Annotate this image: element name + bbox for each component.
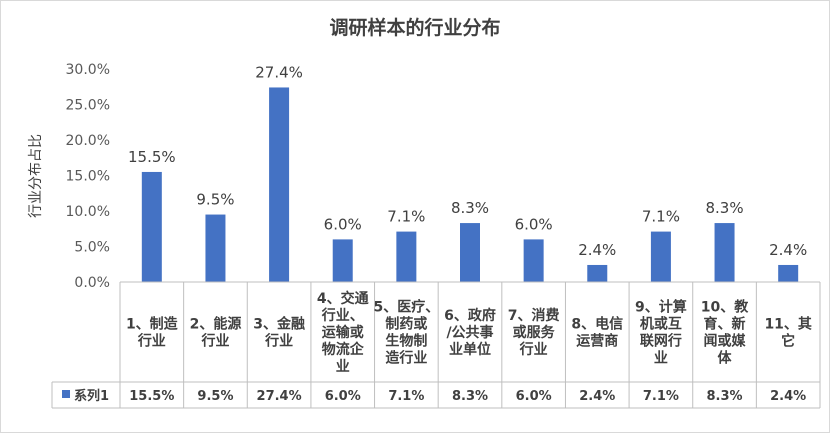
category-label: 或服务 (513, 324, 556, 341)
table-value: 15.5% (129, 389, 174, 404)
category-label: 育、新 (704, 316, 746, 333)
data-label: 27.4% (255, 63, 303, 81)
category-label: 它 (781, 333, 795, 350)
table-value: 2.4% (770, 389, 806, 404)
y-axis-label: 行业分布占比 (28, 134, 44, 218)
category-label: 3、金融 (253, 316, 305, 333)
data-label: 2.4% (578, 241, 616, 259)
data-labels: 15.5% 9.5% 27.4% 6.0% 7.1% 8.3% 6.0% 2.4% 7.1% 8.… (128, 63, 807, 259)
data-label: 6.0% (324, 215, 362, 233)
category-label: 9、计算 (635, 299, 687, 316)
table-value: 8.3% (452, 389, 488, 404)
category-label: 行业 (264, 333, 293, 350)
bar (523, 239, 544, 282)
category-label: 闻或媒 (704, 333, 747, 350)
category-label: 4、交通 (317, 290, 369, 307)
category-label: 业单位 (449, 341, 491, 358)
bar (332, 239, 353, 282)
category-label: 11、其 (764, 317, 811, 333)
category-label: 6、政府 (444, 307, 496, 324)
category-label: 业 (654, 351, 668, 367)
data-table: 1、制造行业2、能源行业3、金融行业4、交通行业、运输或物流企业5、医疗、制药或… (51, 281, 821, 409)
data-label: 7.1% (642, 208, 680, 226)
category-label: 行业、 (321, 307, 364, 324)
y-tick-label: 5.0% (74, 240, 110, 256)
category-label: 体 (718, 350, 733, 367)
data-label: 9.5% (196, 191, 234, 209)
category-label: 行业 (200, 333, 229, 350)
table-value: 9.5% (197, 389, 233, 404)
legend-series-name: 系列1 (74, 388, 109, 404)
category-label: 运营商 (576, 333, 618, 350)
bar (650, 231, 671, 282)
category-label: /公共事 (446, 324, 493, 341)
category-label: 物流企 (322, 341, 365, 358)
category-label: 8、电信 (571, 316, 623, 333)
table-value: 8.3% (707, 389, 743, 404)
category-label: 机或互 (640, 316, 682, 333)
category-label: 2、能源 (190, 316, 242, 333)
data-label: 2.4% (769, 241, 807, 259)
data-label: 15.5% (128, 148, 176, 166)
legend-swatch (62, 390, 70, 398)
category-label: 7、消费 (508, 307, 560, 324)
category-label: 5、医疗、 (373, 299, 439, 316)
category-label: 10、教 (701, 299, 749, 316)
data-label: 8.3% (451, 199, 489, 217)
bar (714, 223, 735, 282)
chart-title: 调研样本的行业分布 (329, 16, 500, 39)
bar (778, 264, 799, 282)
data-label: 6.0% (515, 215, 553, 233)
category-label: 行业 (137, 333, 166, 350)
y-tick-label: 10.0% (66, 204, 110, 220)
bar (587, 264, 608, 282)
category-label: 业 (336, 359, 350, 375)
table-value: 2.4% (579, 389, 615, 404)
bar (205, 214, 226, 282)
category-label: 生物制 (385, 333, 427, 350)
bar (460, 223, 480, 282)
y-axis-ticks: 0.0% 5.0% 10.0% 15.0% 20.0% 25.0% 30.0% (66, 62, 110, 291)
bars (141, 87, 799, 283)
y-tick-label: 20.0% (66, 133, 110, 149)
y-tick-label: 25.0% (66, 98, 110, 114)
category-label: 造行业 (385, 350, 427, 367)
data-label: 7.1% (387, 208, 425, 226)
bar (141, 171, 162, 282)
bar (396, 231, 417, 282)
category-label: 制药或 (385, 316, 427, 333)
category-label: 行业 (519, 341, 548, 358)
table-value: 7.1% (388, 389, 424, 404)
category-label: 联网行 (640, 333, 682, 350)
y-tick-label: 30.0% (66, 62, 110, 78)
category-label: 运输或 (322, 324, 364, 341)
table-value: 6.0% (325, 389, 361, 404)
bar (269, 87, 290, 283)
y-tick-label: 0.0% (74, 275, 110, 291)
category-label: 1、制造 (126, 316, 178, 333)
y-tick-label: 15.0% (66, 169, 110, 185)
data-label: 8.3% (705, 199, 743, 217)
table-value: 27.4% (257, 389, 302, 404)
table-value: 7.1% (643, 389, 679, 404)
table-value: 6.0% (516, 389, 552, 404)
